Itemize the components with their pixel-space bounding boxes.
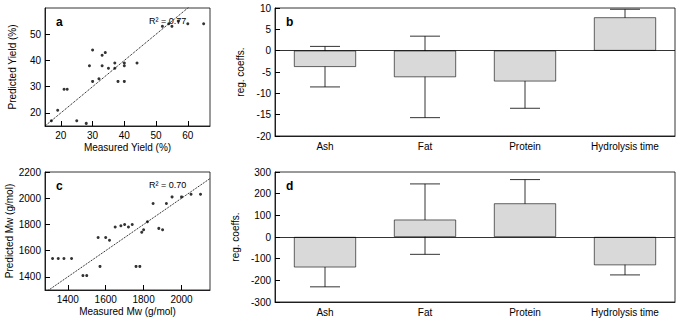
svg-text:2000: 2000 [170,294,193,305]
svg-text:d: d [286,179,293,193]
svg-text:reg. coeffs.: reg. coeffs. [235,47,246,96]
svg-text:Fat: Fat [418,307,433,318]
svg-text:-15: -15 [257,109,272,120]
svg-text:-20: -20 [257,131,272,142]
svg-text:Hydrolysis time: Hydrolysis time [591,141,659,152]
svg-text:R² = 0.77: R² = 0.77 [149,16,186,26]
svg-text:10: 10 [260,3,272,14]
svg-text:1600: 1600 [19,245,42,256]
svg-text:40: 40 [30,55,42,66]
svg-text:-10: -10 [257,88,272,99]
svg-text:5: 5 [265,24,271,35]
svg-text:1600: 1600 [95,294,118,305]
svg-text:50: 50 [150,130,162,141]
svg-text:30: 30 [87,130,99,141]
svg-text:Predicted Mw (g/mol): Predicted Mw (g/mol) [4,184,15,278]
svg-text:1400: 1400 [57,294,80,305]
svg-text:b: b [286,15,293,29]
svg-text:Fat: Fat [418,141,433,152]
svg-text:Predicted Yield (%): Predicted Yield (%) [7,24,18,109]
svg-text:-200: -200 [251,275,271,286]
svg-text:1400: 1400 [19,271,42,282]
svg-text:Measured Mw (g/mol): Measured Mw (g/mol) [79,306,176,317]
svg-text:Measured Yield (%): Measured Yield (%) [84,142,171,153]
svg-text:Protein: Protein [509,141,541,152]
svg-text:c: c [56,179,63,193]
svg-text:300: 300 [254,167,271,178]
svg-text:0: 0 [265,232,271,243]
svg-text:30: 30 [30,81,42,92]
svg-text:1800: 1800 [132,294,155,305]
svg-text:a: a [56,15,63,29]
svg-text:100: 100 [254,210,271,221]
svg-text:0: 0 [265,45,271,56]
svg-text:200: 200 [254,188,271,199]
svg-text:R² = 0.70: R² = 0.70 [149,180,186,190]
svg-text:60: 60 [182,130,194,141]
svg-text:Protein: Protein [509,307,541,318]
svg-text:1800: 1800 [19,219,42,230]
svg-text:-100: -100 [251,253,271,264]
svg-text:40: 40 [119,130,131,141]
svg-text:Hydrolysis time: Hydrolysis time [591,307,659,318]
svg-text:reg. coeffs.: reg. coeffs. [230,212,241,261]
svg-text:-300: -300 [251,297,271,308]
svg-text:20: 20 [30,107,42,118]
svg-text:2200: 2200 [19,167,42,178]
svg-text:20: 20 [55,130,67,141]
svg-text:Ash: Ash [316,307,333,318]
svg-text:-5: -5 [262,67,271,78]
svg-text:Ash: Ash [316,141,333,152]
svg-text:50: 50 [30,29,42,40]
svg-text:2000: 2000 [19,193,42,204]
